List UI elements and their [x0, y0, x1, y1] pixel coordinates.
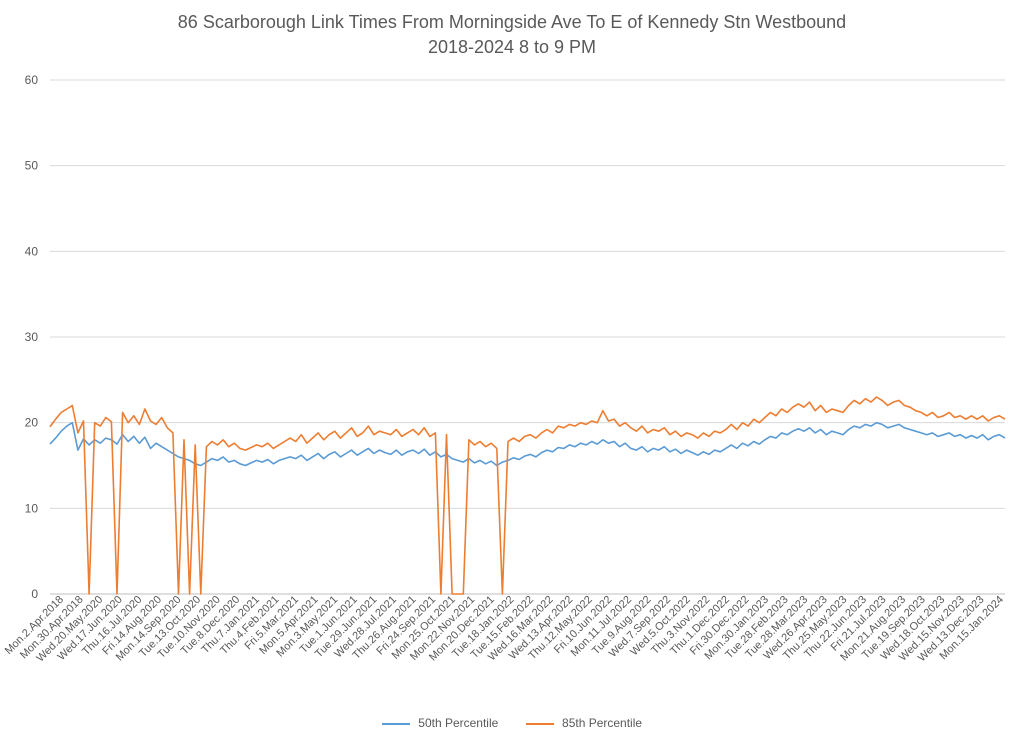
- y-tick-label: 40: [25, 244, 39, 258]
- legend-item-85th: 85th Percentile: [525, 716, 643, 730]
- series-line-85th-percentile: [49, 396, 1006, 595]
- legend-item-50th: 50th Percentile: [381, 716, 499, 730]
- legend-swatch-85th: [525, 722, 554, 725]
- y-axis: 0 10 20 30 40 50 60: [25, 73, 39, 601]
- y-tick-label: 20: [25, 416, 39, 430]
- y-tick-label: 60: [25, 73, 39, 87]
- y-tick-label: 10: [25, 501, 39, 515]
- x-axis: Mon.2.Apr.2018Mon.30.Apr.2018Wed.20.May.…: [3, 594, 1006, 665]
- legend-swatch-50th: [381, 722, 410, 725]
- y-tick-label: 50: [25, 159, 39, 173]
- legend: 50th Percentile 85th Percentile: [0, 716, 1024, 730]
- chart-subtitle: 2018-2024 8 to 9 PM: [427, 37, 597, 57]
- y-tick-label: 0: [31, 587, 38, 601]
- legend-label-50th: 50th Percentile: [418, 716, 499, 730]
- gridlines: [50, 79, 1005, 595]
- series-line-50th-percentile: [49, 421, 1006, 467]
- legend-label-85th: 85th Percentile: [562, 716, 643, 730]
- chart-title: 86 Scarborough Link Times From Morningsi…: [177, 12, 847, 32]
- y-tick-label: 30: [25, 330, 39, 344]
- series-lines: [49, 396, 1006, 595]
